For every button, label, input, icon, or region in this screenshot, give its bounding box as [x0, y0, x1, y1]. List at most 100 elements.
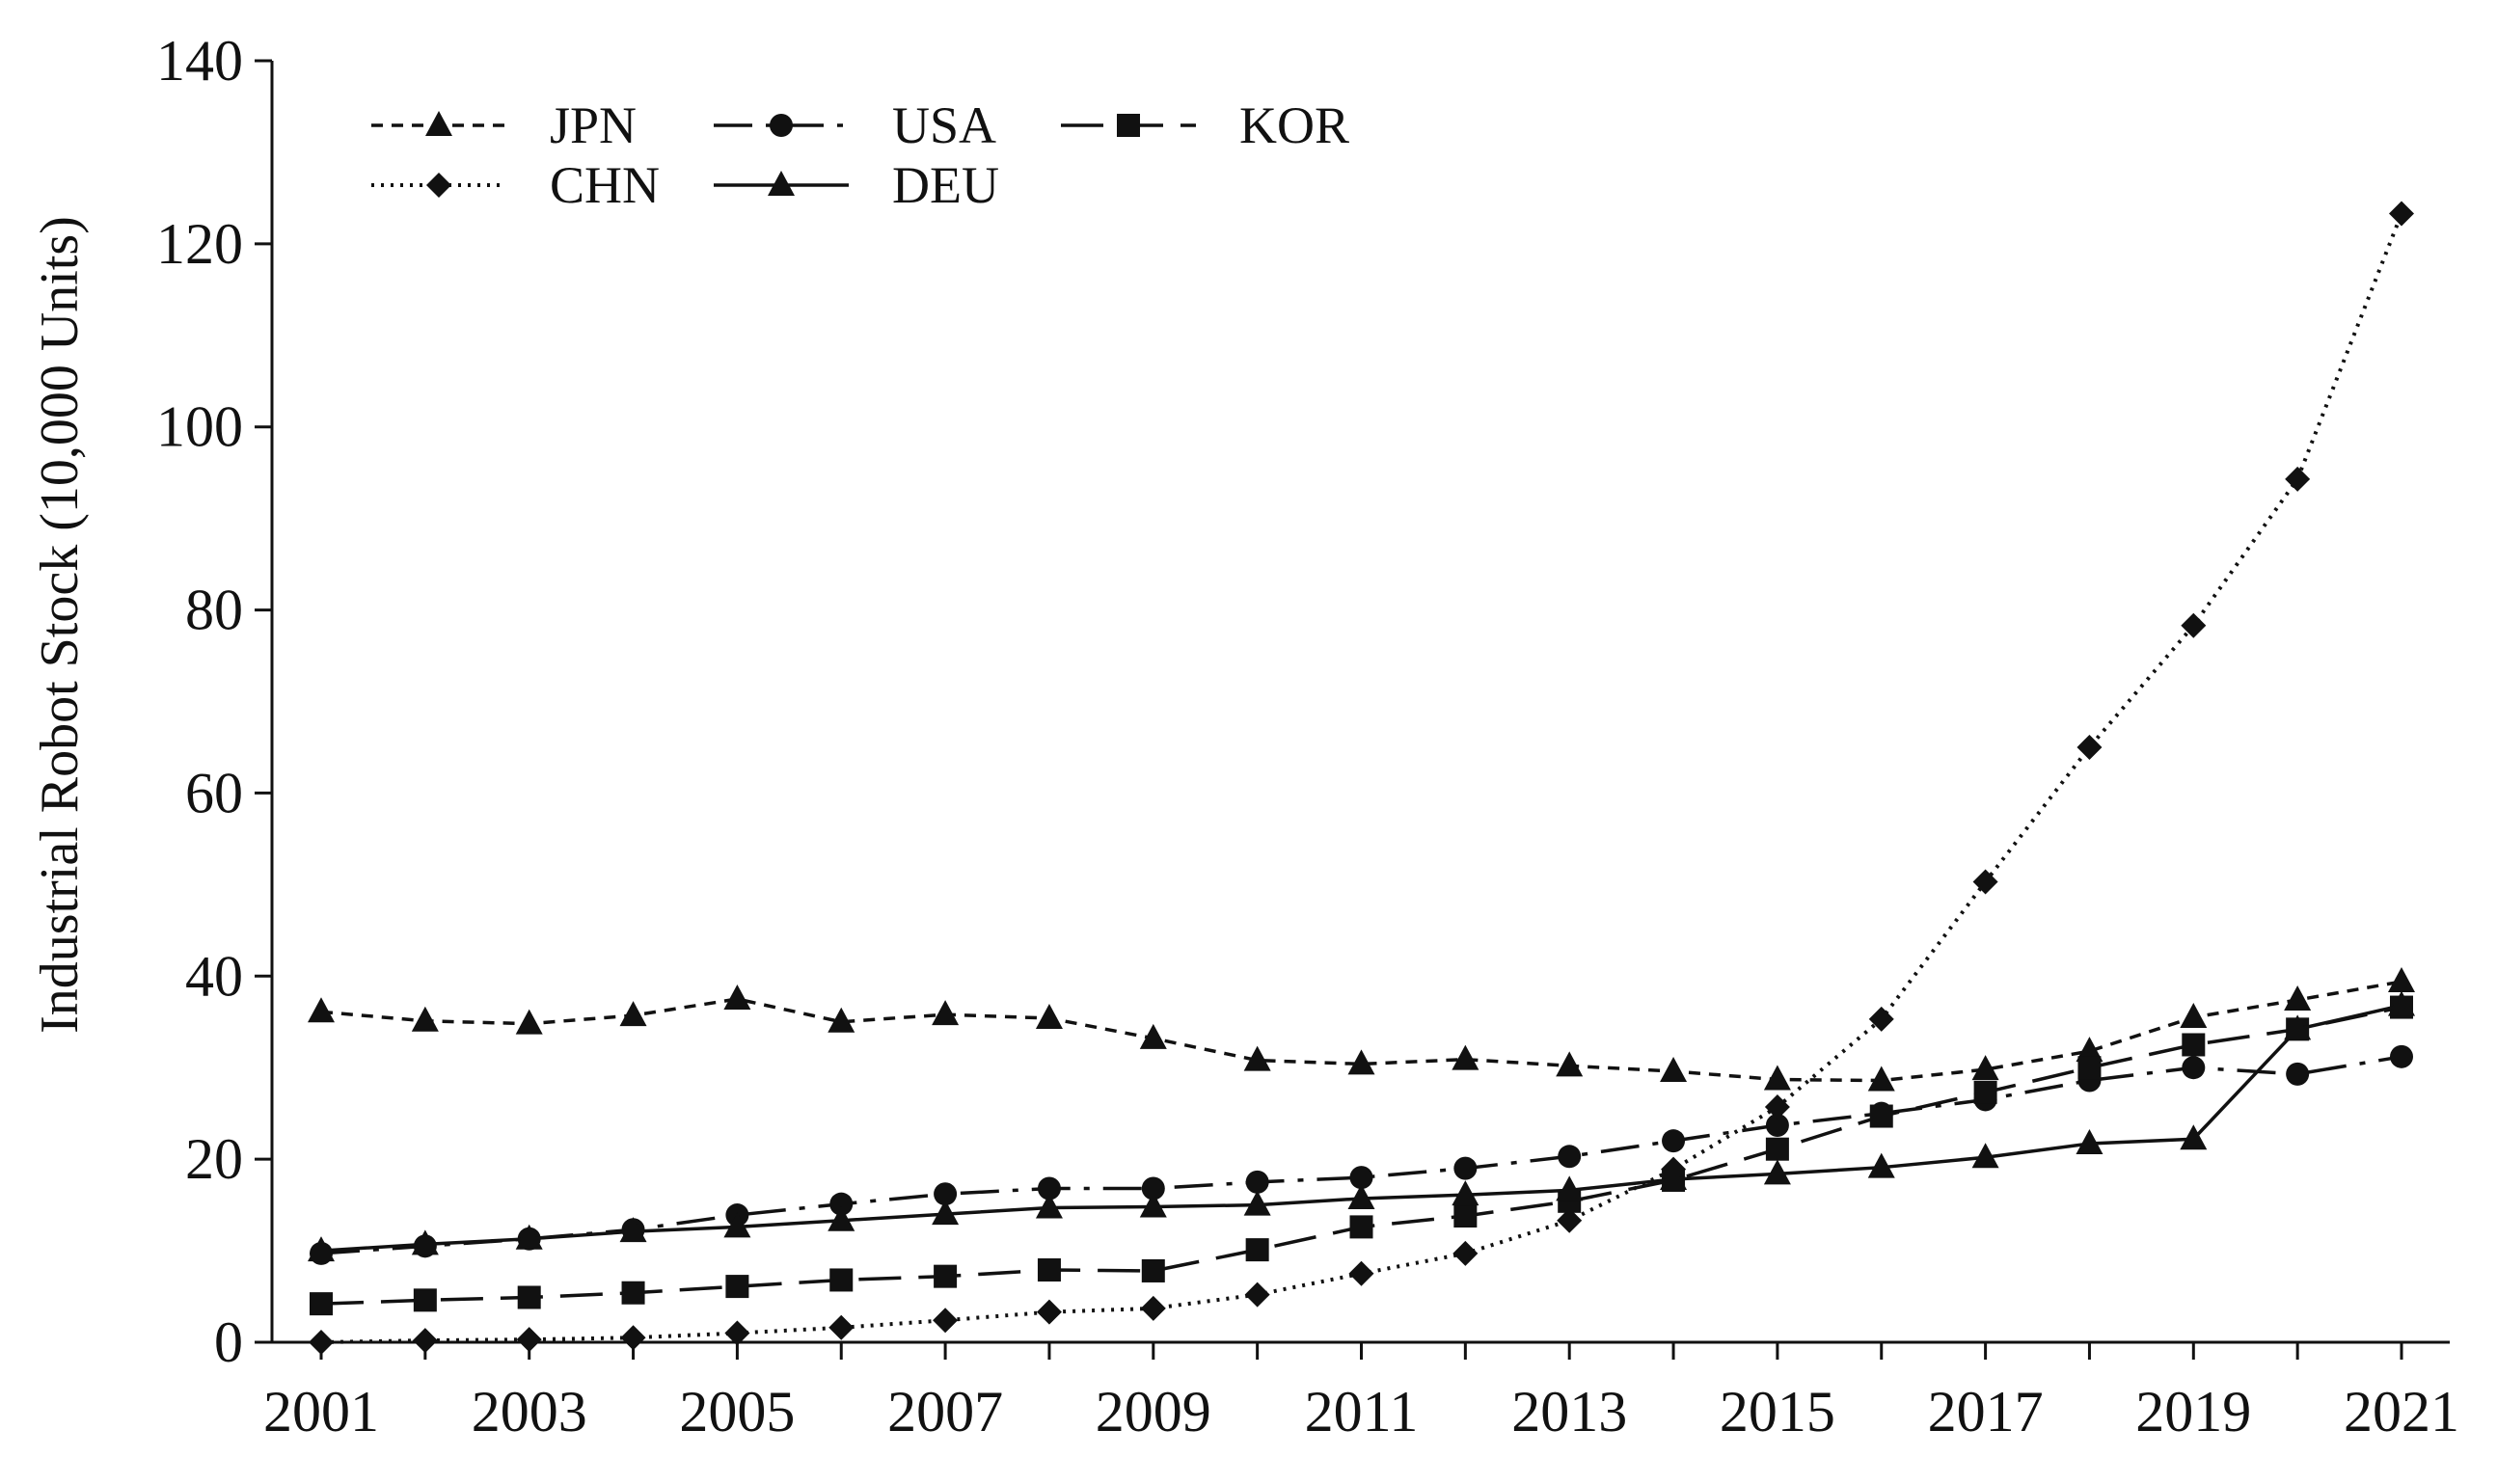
data-point-deu — [932, 1200, 960, 1226]
data-point-deu — [2076, 1129, 2103, 1155]
data-point-jpn — [723, 985, 751, 1011]
data-point-kor — [934, 1264, 958, 1288]
data-point-jpn — [828, 1007, 855, 1033]
data-point-usa — [934, 1182, 958, 1206]
data-point-chn — [1972, 869, 1998, 895]
data-point-chn — [2181, 612, 2207, 638]
y-tick-label: 40 — [185, 944, 243, 1008]
data-point-jpn — [1452, 1044, 1479, 1070]
data-point-chn — [516, 1327, 542, 1353]
data-point-kor — [1141, 1258, 1165, 1282]
data-point-kor — [413, 1288, 437, 1312]
y-tick-label: 120 — [156, 212, 243, 276]
x-tick-label: 2009 — [1096, 1380, 1211, 1444]
data-point-usa — [1453, 1156, 1478, 1180]
data-point-jpn — [2388, 966, 2415, 992]
legend-label-kor: KOR — [1239, 96, 1349, 154]
data-point-usa — [1558, 1145, 1582, 1169]
data-point-usa — [2182, 1056, 2206, 1080]
axes: 0 20 40 60 80 100 120 140 2001 2003 2005 2007 2009 20… — [156, 29, 2459, 1444]
data-point-deu — [1452, 1180, 1479, 1206]
data-point-jpn — [1971, 1055, 1999, 1081]
data-point-jpn — [619, 1001, 647, 1027]
data-point-jpn — [1347, 1049, 1375, 1075]
x-tick-label: 2019 — [2135, 1380, 2251, 1444]
data-point-deu — [828, 1205, 855, 1231]
y-tick-label: 80 — [185, 579, 243, 642]
data-point-deu — [1971, 1143, 1999, 1169]
data-point-kor — [1245, 1238, 1269, 1262]
data-point-kor — [621, 1281, 645, 1305]
data-point-jpn — [1556, 1051, 1584, 1077]
data-point-kor — [1037, 1258, 1061, 1282]
data-point-usa — [2286, 1062, 2310, 1086]
data-point-usa — [1765, 1114, 1789, 1138]
legend-item-kor: KOR — [1061, 96, 1349, 154]
legend-item-chn: CHN — [371, 156, 660, 214]
data-point-jpn — [932, 1000, 960, 1026]
data-point-chn — [933, 1308, 959, 1334]
data-point-chn — [1557, 1207, 1583, 1233]
data-point-usa — [1037, 1176, 1061, 1201]
data-point-chn — [828, 1314, 855, 1340]
data-point-chn — [724, 1320, 750, 1346]
y-tick-label: 100 — [156, 395, 243, 459]
data-point-kor — [1869, 1104, 1893, 1128]
data-point-jpn — [1139, 1023, 1167, 1049]
data-point-usa — [2390, 1044, 2413, 1068]
data-point-chn — [412, 1328, 438, 1354]
data-point-deu — [1139, 1192, 1167, 1218]
data-point-kor — [310, 1292, 333, 1316]
y-tick-label: 20 — [185, 1127, 243, 1191]
legend-item-jpn: JPN — [371, 96, 637, 154]
series-jpn — [308, 966, 2415, 1092]
legend-label-jpn: JPN — [550, 96, 637, 154]
series-line-jpn — [320, 980, 2402, 1083]
series-deu — [308, 990, 2415, 1262]
data-point-jpn — [1035, 1003, 1063, 1029]
data-point-deu — [1347, 1183, 1375, 1209]
data-point-deu — [723, 1212, 751, 1238]
data-point-jpn — [2180, 1003, 2208, 1029]
data-point-chn — [2285, 466, 2311, 492]
data-point-chn — [620, 1325, 646, 1351]
data-point-kor — [2182, 1033, 2206, 1057]
data-point-chn — [1140, 1295, 1166, 1321]
legend-item-usa: USA — [714, 96, 996, 154]
y-tick-label: 140 — [156, 29, 243, 93]
legend-label-usa: USA — [892, 96, 996, 154]
data-point-chn — [1868, 1006, 1894, 1032]
data-point-deu — [1763, 1159, 1791, 1185]
data-point-chn — [1452, 1240, 1479, 1266]
data-point-jpn — [1763, 1065, 1791, 1091]
data-point-chn — [2389, 201, 2414, 227]
data-point-kor — [1453, 1203, 1478, 1228]
data-point-deu — [1556, 1175, 1584, 1201]
data-point-jpn — [1660, 1057, 1688, 1083]
x-tick-label: 2011 — [1305, 1380, 1419, 1444]
legend-marker-kor — [1117, 114, 1140, 137]
data-point-deu — [2388, 990, 2415, 1016]
x-tick-label: 2015 — [1720, 1380, 1835, 1444]
series-line-usa — [320, 1055, 2402, 1255]
data-point-deu — [1867, 1152, 1895, 1178]
data-point-kor — [1973, 1080, 1997, 1104]
data-point-deu — [515, 1224, 543, 1250]
data-point-deu — [2180, 1124, 2208, 1150]
series-chn — [309, 201, 2414, 1355]
data-point-deu — [1660, 1165, 1688, 1191]
data-point-deu — [619, 1217, 647, 1243]
x-tick-label: 2021 — [2344, 1380, 2459, 1444]
series-layer — [308, 201, 2415, 1355]
data-point-deu — [308, 1236, 335, 1262]
data-point-chn — [1764, 1094, 1790, 1120]
data-point-deu — [1035, 1193, 1063, 1219]
x-tick-label: 2003 — [472, 1380, 587, 1444]
legend-marker-chn — [426, 173, 451, 198]
data-point-kor — [1765, 1137, 1789, 1161]
series-usa — [310, 1044, 2413, 1265]
data-point-kor — [725, 1275, 749, 1299]
data-point-kor — [1349, 1215, 1373, 1239]
